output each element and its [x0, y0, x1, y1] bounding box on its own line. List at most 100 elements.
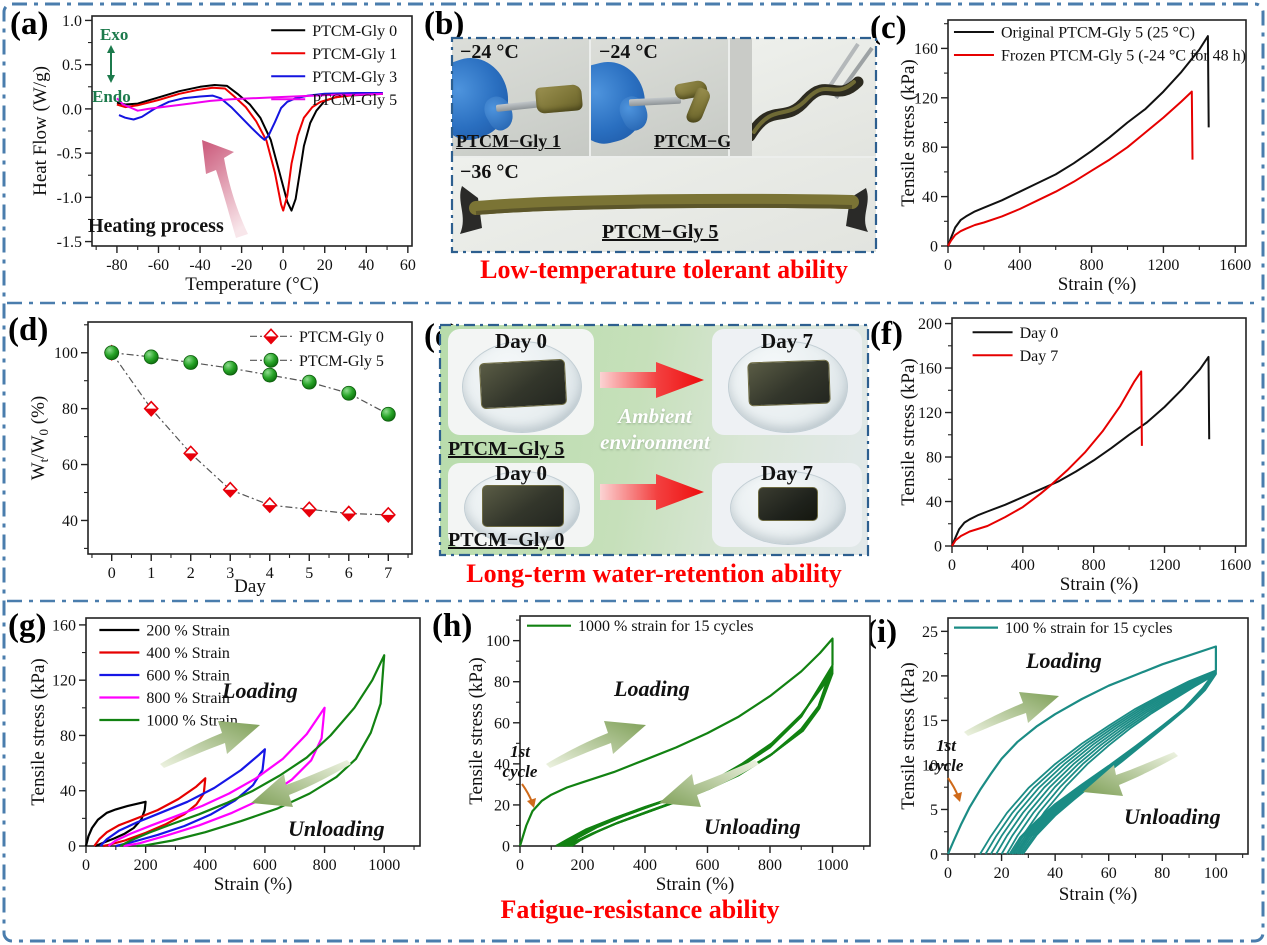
y-tick-label: 5 [930, 802, 938, 819]
y-tick-label: 20 [494, 797, 510, 814]
sample-label-gly5-bottom: PTCM−Gly 5 [602, 221, 719, 243]
arrow-day0-to-day7-bottom-icon [600, 474, 704, 510]
y-tick-label: 40 [922, 189, 938, 206]
y-tick-label: -1.0 [57, 190, 82, 207]
x-tick-label: 1000 [368, 857, 400, 874]
y-tick-label: 120 [52, 673, 76, 690]
x-tick-label: 20 [317, 257, 333, 274]
ball-marker [104, 345, 120, 361]
photo-box-e: Day 0 PTCM−Gly 5 Day 7 Day 0 PTCM−Gly 0 … [440, 325, 868, 555]
x-tick-label: 40 [1047, 865, 1063, 882]
loading-label-g: Loading [222, 678, 298, 703]
exo-label: Exo [100, 25, 129, 44]
day-label: Day 7 [761, 329, 813, 353]
gray-card [730, 38, 752, 156]
legend-label: 400 % Strain [146, 645, 230, 662]
y-tick-label: 0 [930, 847, 938, 864]
x-tick-label: 1600 [1219, 557, 1251, 574]
dish-photo-gly0-day7: Day 7 [712, 463, 862, 547]
legend-label: PTCM-Gly 5 [299, 353, 384, 370]
x-axis-label: Strain (%) [1059, 884, 1138, 905]
x-tick-label: 0 [108, 565, 116, 582]
legend-label: PTCM-Gly 1 [312, 46, 397, 63]
y-axis-label: Wt/W0 (%) [28, 396, 51, 481]
x-tick-label: 100 [1204, 865, 1228, 882]
x-tick-label: 800 [1082, 557, 1106, 574]
y-axis-label: Tensile stress (kPa) [898, 662, 919, 809]
x-tick-label: 20 [994, 865, 1010, 882]
x-tick-label: 0 [948, 557, 956, 574]
unloading-arrow-icon [659, 760, 759, 807]
heating-trend-arrow-icon [202, 140, 248, 238]
legend-label: PTCM-Gly 0 [312, 23, 397, 40]
x-axis-label: Strain (%) [1060, 574, 1139, 595]
caption-fatigue-resistance: Fatigue-resistance ability [500, 895, 780, 924]
ball-marker [143, 349, 159, 365]
y-tick-label: 60 [62, 457, 78, 474]
dish-photo-gly5-day7: Day 7 [712, 329, 862, 435]
caption-low-temperature: Low-temperature tolerant ability [480, 255, 848, 284]
first-cycle-label-h: 1st cycle [496, 742, 544, 781]
temp-label-1: −24 °C [460, 41, 519, 63]
x-tick-label: 0 [944, 257, 952, 274]
ball-marker [341, 385, 357, 401]
x-tick-label: -80 [106, 257, 127, 274]
x-tick-label: 400 [193, 857, 217, 874]
photo-box-b: −24 °C PTCM−Gly 1 −24 °C PTCM−Gly 5 [452, 38, 876, 252]
loading-arrow-icon [964, 692, 1059, 736]
x-tick-label: 1200 [1147, 257, 1179, 274]
endo-label: Endo [92, 87, 131, 106]
sample-label-gly5: PTCM−Gly 5 [448, 438, 565, 460]
x-tick-label: 5 [305, 565, 313, 582]
x-tick-label: 200 [134, 857, 158, 874]
legend-label: 200 % Strain [146, 623, 230, 640]
x-tick-label: 800 [1080, 257, 1104, 274]
y-tick-label: 100 [486, 633, 510, 650]
y-tick-label: 80 [494, 674, 510, 691]
ambient-line1: Ambient [618, 404, 692, 428]
photo-twisted-gly5 [730, 38, 876, 156]
x-tick-label: 600 [253, 857, 277, 874]
y-tick-label: 40 [60, 783, 76, 800]
x-tick-label: 60 [400, 257, 416, 274]
y-tick-label: 100 [54, 345, 78, 362]
plot-frame [951, 317, 1247, 547]
x-tick-label: 40 [358, 257, 374, 274]
exo-endo-arrow-icon [107, 45, 115, 83]
day-label: Day 0 [495, 461, 547, 485]
ball-marker [380, 406, 396, 422]
caption-water-retention: Long-term water-retention ability [466, 559, 842, 588]
y-tick-label: 80 [60, 728, 76, 745]
sample-label-gly1: PTCM−Gly 1 [456, 131, 561, 151]
chart-water-retention: 0 1 2 3 4 5 6 7 40 60 80 100 Day Wt/W0 (%) PTCM-Gly 0 P… [28, 321, 413, 597]
y-tick-label: 200 [918, 316, 942, 333]
ball-marker [301, 374, 317, 390]
loading-label-i: Loading [1026, 648, 1102, 673]
first-cycle-line2: cycle [502, 761, 538, 781]
y-axis-label: Tensile stress (kPa) [28, 658, 49, 805]
first-cycle-arrow-icon [521, 783, 536, 808]
x-tick-label: 1600 [1219, 257, 1251, 274]
legend-label: Day 7 [1020, 348, 1059, 365]
first-cycle-arrow-icon [947, 777, 962, 802]
legend-label: PTCM-Gly 3 [312, 69, 397, 86]
y-axis-label: Tensile stress (kPa) [466, 657, 487, 804]
gel-slab [482, 485, 564, 527]
gel-slab [478, 358, 568, 410]
photo-stretched-gly5: −36 °C PTCM−Gly 5 [452, 158, 876, 252]
y-tick-label: 0 [934, 539, 942, 556]
y-tick-label: 15 [922, 713, 938, 730]
y-tick-label: 40 [62, 513, 78, 530]
y-tick-label: 0 [502, 839, 510, 856]
y-tick-label: 0 [68, 839, 76, 856]
x-tick-label: 400 [1011, 557, 1035, 574]
x-tick-label: 200 [571, 857, 595, 874]
legend-label: 600 % Strain [146, 668, 230, 685]
unloading-arrow-icon [1083, 752, 1178, 796]
dish-photo-gly5-day0: Day 0 [448, 329, 594, 435]
loading-arrow-icon [546, 721, 646, 768]
x-tick-label: -40 [189, 257, 210, 274]
x-tick-label: 0 [516, 857, 524, 874]
